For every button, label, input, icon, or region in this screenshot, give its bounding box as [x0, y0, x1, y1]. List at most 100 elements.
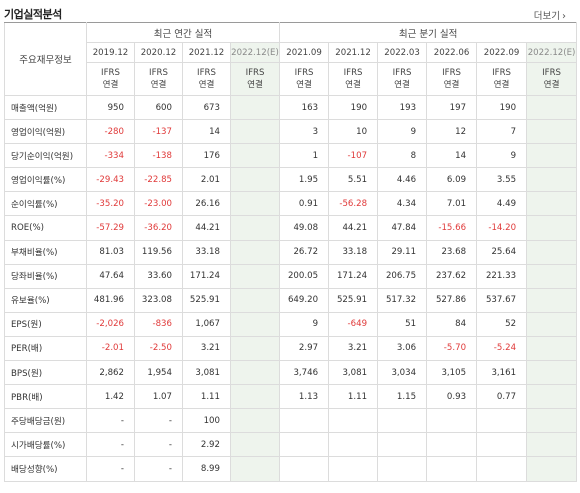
section-title: 기업실적분석: [4, 8, 62, 21]
table-cell: 673: [182, 94, 231, 121]
table-cell: 7: [476, 119, 528, 145]
more-label[interactable]: 더보기: [533, 11, 560, 22]
table-cell: [377, 408, 428, 434]
table-cell: 323.08: [134, 287, 183, 313]
table-cell: -137: [134, 119, 183, 145]
table-cell: 3: [279, 119, 330, 145]
table-cell: 33.60: [134, 263, 183, 289]
consolidated-label: 연결: [543, 80, 560, 90]
table-cell: 171.24: [182, 263, 231, 289]
table-cell: [229, 119, 281, 145]
table-cell: -836: [134, 311, 183, 337]
row-label: 영업이익(억원): [4, 119, 87, 145]
table-row: 당기순이익(억원) -334 -138 176 1 -107 8 14 9: [4, 143, 578, 169]
table-cell: -2,026: [86, 311, 135, 337]
table-cell: [526, 287, 578, 313]
table-cell: [229, 335, 281, 362]
table-cell: 1.11: [328, 384, 379, 410]
table-cell: [526, 408, 578, 434]
ifrs-label: IFRS: [542, 68, 562, 78]
consolidated-label: 연결: [198, 80, 215, 90]
table-cell: 3.55: [476, 167, 528, 193]
period-header: 2019.12: [86, 42, 135, 63]
financial-summary-table: 주요재무정보 최근 연간 실적 최근 분기 실적 2019.12 2020.12 2…: [4, 22, 578, 482]
consolidated-label: 연결: [150, 80, 167, 90]
period-header: 2022.12(E): [229, 42, 281, 63]
table-cell: [526, 384, 578, 410]
table-cell: [279, 456, 330, 482]
table-cell: 3,161: [476, 360, 528, 386]
table-cell: 171.24: [328, 263, 379, 289]
table-cell: 197: [426, 94, 478, 121]
table-cell: [476, 408, 528, 434]
table-cell: [279, 408, 330, 434]
table-cell: 2.01: [182, 167, 231, 193]
table-row: 당좌비율(%) 47.64 33.60 171.24 200.05 171.24 206.7…: [4, 263, 578, 289]
more-link[interactable]: 더보기 ›: [534, 8, 566, 22]
ifrs-badge: IFRS 연결: [86, 62, 135, 96]
table-cell: 8.99: [182, 456, 231, 482]
table-cell: [526, 94, 578, 121]
table-cell: 3,034: [377, 360, 428, 386]
consolidated-label: 연결: [296, 80, 312, 90]
period-header: 2020.12: [134, 42, 183, 63]
table-cell: -: [134, 408, 183, 434]
table-cell: 1.11: [182, 384, 231, 410]
table-row: BPS(원) 2,862 1,954 3,081 3,746 3,081 3,034 3,10…: [4, 360, 578, 386]
table-cell: 12: [426, 119, 478, 145]
row-label: 매출액(억원): [4, 94, 87, 121]
table-cell: -2.01: [86, 335, 135, 362]
row-label: 주당배당금(원): [4, 408, 87, 434]
table-cell: [229, 432, 281, 458]
table-cell: -: [134, 456, 183, 482]
table-cell: 3,081: [328, 360, 379, 386]
table-cell: -29.43: [86, 167, 135, 193]
ifrs-badge: IFRS 연결: [426, 62, 478, 96]
table-cell: [476, 456, 528, 482]
table-cell: 481.96: [86, 287, 135, 313]
table-cell: [426, 456, 478, 482]
period-header: 2021.12: [328, 42, 379, 63]
table-cell: 4.34: [377, 191, 428, 217]
row-label: 배당성향(%): [4, 456, 87, 482]
table-cell: 3.21: [328, 335, 379, 362]
table-cell: 537.67: [476, 287, 528, 313]
table-cell: -2.50: [134, 335, 183, 362]
ifrs-label: IFRS: [149, 68, 168, 78]
table-cell: [229, 287, 281, 313]
table-cell: 84: [426, 311, 478, 337]
table-row: 부채비율(%) 81.03 119.56 33.18 26.72 33.18 29.11 23…: [4, 239, 578, 265]
row-label: 시가배당률(%): [4, 432, 87, 458]
table-cell: 4.49: [476, 191, 528, 217]
consolidated-label: 연결: [345, 80, 361, 90]
table-cell: 193: [377, 94, 428, 121]
table-row: PER(배) -2.01 -2.50 3.21 2.97 3.21 3.06 -5.70 -5.…: [4, 335, 578, 362]
row-label: 순이익률(%): [4, 191, 87, 217]
table-cell: -5.70: [426, 335, 478, 362]
section-header: 기업실적분석 더보기 ›: [0, 0, 580, 22]
table-cell: 3,081: [182, 360, 231, 386]
table-cell: [526, 191, 578, 217]
period-header: 2022.03: [377, 42, 428, 63]
table-cell: 221.33: [476, 263, 528, 289]
table-cell: 47.64: [86, 263, 135, 289]
table-row: PBR(배) 1.42 1.07 1.11 1.13 1.11 1.15 0.93 0.77: [4, 384, 578, 410]
ifrs-badge: IFRS 연결: [328, 62, 379, 96]
row-label: PER(배): [4, 335, 87, 362]
ifrs-badge: IFRS 연결: [279, 62, 330, 96]
table-cell: [377, 456, 428, 482]
table-cell: 237.62: [426, 263, 478, 289]
table-cell: -138: [134, 143, 183, 169]
table-cell: -: [86, 456, 135, 482]
table-cell: 47.84: [377, 215, 428, 241]
table-cell: [229, 456, 281, 482]
period-header: 2021.12: [182, 42, 231, 63]
table-cell: [229, 143, 281, 169]
table-cell: [526, 311, 578, 337]
consolidated-label: 연결: [102, 80, 119, 90]
ifrs-badge: IFRS 연결: [182, 62, 231, 96]
row-label: PBR(배): [4, 384, 87, 410]
table-cell: [229, 408, 281, 434]
table-cell: 49.08: [279, 215, 330, 241]
table-cell: 600: [134, 94, 183, 121]
